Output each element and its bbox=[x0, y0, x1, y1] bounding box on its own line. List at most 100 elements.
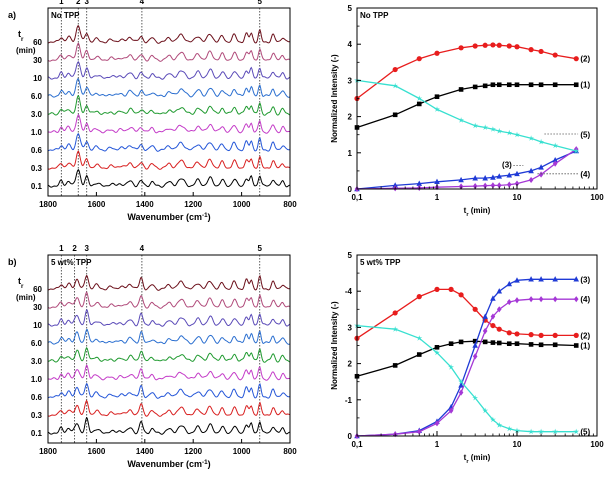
x-tick-label: 1000 bbox=[233, 200, 251, 209]
x-axis-label-part: (min) bbox=[469, 206, 491, 215]
time-label: 0.3 bbox=[31, 411, 43, 420]
y-tick-label: -4 bbox=[345, 287, 353, 296]
spectrum-trace bbox=[47, 150, 290, 170]
data-point bbox=[506, 172, 513, 178]
data-point bbox=[448, 286, 454, 292]
y-tick-label: 4 bbox=[348, 40, 353, 49]
data-point bbox=[528, 176, 534, 184]
data-point bbox=[434, 178, 440, 185]
x-axis-label-part: -1 bbox=[202, 459, 208, 466]
data-point bbox=[392, 66, 398, 73]
series-label: (1) bbox=[580, 342, 590, 351]
spectrum-trace bbox=[47, 61, 291, 80]
series-label: (4) bbox=[580, 170, 590, 179]
y-axis-unit: (min) bbox=[16, 293, 36, 302]
series-line bbox=[356, 288, 577, 339]
data-point bbox=[514, 131, 520, 138]
data-point bbox=[528, 82, 534, 88]
series-line bbox=[356, 324, 577, 433]
chart-title: 5 wt% TPP bbox=[51, 258, 92, 267]
data-point bbox=[552, 142, 559, 149]
x-tick-label: 1400 bbox=[136, 200, 154, 209]
x-axis-label: Wavenumber (cm-1) bbox=[127, 212, 210, 223]
x-axis-label-part: Wavenumber (cm bbox=[127, 459, 202, 469]
spectrum-trace bbox=[47, 399, 290, 417]
x-tick-label: 1800 bbox=[39, 447, 57, 456]
spectrum-trace bbox=[47, 168, 290, 188]
data-point bbox=[472, 43, 478, 49]
spectrum-trace bbox=[48, 364, 290, 381]
spectrum-trace bbox=[47, 329, 290, 345]
data-point bbox=[552, 160, 558, 167]
data-point bbox=[434, 349, 440, 356]
y-axis-label-part: r bbox=[21, 283, 24, 290]
x-tick-label: 1200 bbox=[184, 447, 202, 456]
data-point bbox=[458, 292, 464, 298]
data-point bbox=[416, 180, 423, 186]
data-point bbox=[552, 156, 558, 163]
data-point bbox=[392, 310, 398, 316]
data-point bbox=[490, 340, 496, 345]
data-point bbox=[496, 128, 503, 134]
y-tick-label: 2 bbox=[348, 113, 353, 122]
data-point bbox=[490, 295, 496, 301]
spectrum-trace bbox=[47, 274, 290, 291]
data-point bbox=[528, 296, 534, 303]
time-label: 1.0 bbox=[31, 128, 43, 137]
data-point bbox=[458, 183, 464, 190]
data-point bbox=[506, 341, 512, 346]
x-tick-label: 1000 bbox=[233, 447, 251, 456]
x-tick-label: 100 bbox=[590, 440, 604, 449]
data-point bbox=[392, 82, 399, 89]
x-axis-label-part: r bbox=[466, 212, 469, 218]
data-point bbox=[472, 84, 478, 90]
data-point bbox=[392, 326, 399, 332]
data-point bbox=[538, 48, 544, 55]
x-axis-label-part: Wavenumber (cm bbox=[127, 212, 202, 222]
x-tick-label: 800 bbox=[283, 447, 297, 456]
x-axis-label-part: ) bbox=[208, 459, 211, 469]
data-point bbox=[573, 56, 579, 62]
y-axis-unit: (min) bbox=[16, 46, 36, 55]
spectrum-trace bbox=[47, 417, 290, 435]
data-point bbox=[496, 306, 502, 313]
data-point bbox=[490, 174, 496, 180]
data-point bbox=[490, 42, 496, 48]
series-label: (3) bbox=[580, 275, 590, 284]
spectrum-trace bbox=[48, 94, 291, 116]
x-axis-label-part: ) bbox=[208, 212, 211, 222]
data-point bbox=[506, 425, 513, 432]
x-tick-label: 1800 bbox=[39, 200, 57, 209]
peak-marker-label: 2 bbox=[76, 0, 81, 6]
series-line bbox=[356, 44, 577, 100]
data-point bbox=[458, 45, 464, 51]
x-axis-label-part: (min) bbox=[469, 453, 491, 462]
data-point bbox=[514, 170, 520, 177]
data-point bbox=[448, 341, 454, 346]
peak-marker-label: 5 bbox=[258, 0, 263, 6]
y-axis-label-part: r bbox=[21, 36, 24, 43]
data-point bbox=[514, 341, 520, 346]
x-tick-label: 10 bbox=[513, 193, 522, 202]
data-point bbox=[416, 95, 423, 101]
time-label: 6.0 bbox=[31, 92, 43, 101]
data-point bbox=[434, 94, 440, 99]
data-point bbox=[538, 342, 544, 348]
peak-marker-label: 4 bbox=[140, 244, 145, 253]
series-label: (1) bbox=[580, 81, 590, 90]
series-line bbox=[356, 278, 577, 437]
peak-marker-label: 4 bbox=[140, 0, 145, 6]
data-point bbox=[496, 173, 503, 179]
data-point bbox=[472, 175, 478, 181]
x-axis-label: tr (min) bbox=[464, 206, 491, 218]
data-point bbox=[552, 332, 558, 338]
data-point bbox=[482, 339, 488, 345]
data-point bbox=[538, 428, 544, 435]
data-point bbox=[552, 276, 558, 282]
data-point bbox=[482, 407, 489, 414]
data-point bbox=[416, 294, 422, 300]
data-point bbox=[482, 83, 488, 89]
series-label: (4) bbox=[580, 295, 590, 304]
data-point bbox=[490, 182, 496, 189]
time-label: 0.6 bbox=[31, 393, 43, 402]
